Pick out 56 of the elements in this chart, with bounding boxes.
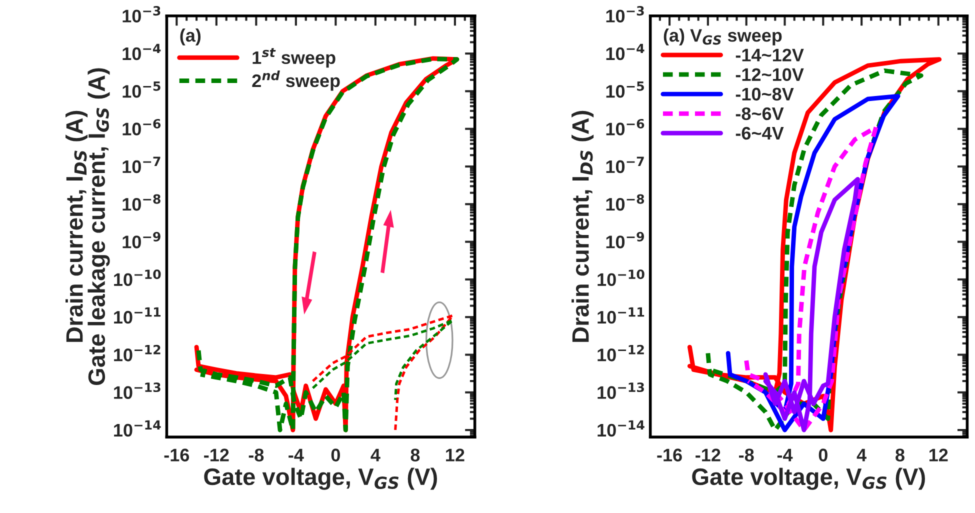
y-tick-label: 10$^{−5}$	[606, 81, 644, 98]
y-tick-label: 10$^{−6}$	[606, 118, 644, 136]
y-tick-label: 10$^{−14}$	[598, 420, 644, 437]
x-tick-label: -16	[164, 448, 190, 462]
x-tick-label: -12	[696, 448, 720, 462]
y-tick-label: 10$^{−9}$	[122, 232, 160, 248]
line-series	[312, 318, 454, 402]
y-tick-label: 10$^{−7}$	[122, 156, 160, 174]
legend-label: -6~4V	[736, 126, 784, 140]
legend-label: 2$^{nd}$ sweep	[252, 70, 340, 91]
x-tick-label: -4	[777, 448, 793, 462]
x-tick-label: 0	[818, 448, 828, 462]
y-tick-label: 10$^{−10}$	[598, 270, 644, 286]
y-tick-label: 10$^{−3}$	[122, 6, 160, 22]
legend-label: -14~12V	[736, 48, 804, 62]
y-axis-title: Drain current, I$_{DS}$ (A)	[572, 110, 594, 342]
y-tick-label: 10$^{−11}$	[114, 307, 160, 324]
x-tick-label: 4	[370, 448, 380, 462]
y-tick-label: 10$^{−12}$	[114, 344, 160, 362]
line-series	[763, 176, 860, 432]
y-tick-label: 10$^{−3}$	[606, 6, 644, 22]
y-tick-label: 10$^{−14}$	[114, 420, 161, 437]
y-tick-label: 10$^{−5}$	[122, 81, 160, 98]
x-tick-label: 8	[410, 448, 420, 462]
legend-title: (a) V$_{GS}$ sweep	[664, 28, 782, 46]
y-tick-label: 10$^{−10}$	[114, 270, 161, 286]
y-tick-label: 10$^{−13}$	[598, 382, 644, 399]
x-tick-label: 12	[446, 448, 464, 462]
x-tick-label: 4	[856, 448, 866, 462]
y-tick-label: 10$^{−6}$	[122, 118, 161, 136]
x-tick-label: 12	[929, 448, 948, 462]
x-tick-label: 8	[896, 448, 904, 462]
x-tick-label: -12	[204, 448, 229, 462]
x-tick-label: -16	[657, 448, 682, 462]
line-series	[706, 68, 924, 432]
x-tick-label: -4	[288, 448, 304, 462]
y-tick-label: 10$^{−4}$	[606, 44, 644, 60]
x-tick-label: -8	[739, 448, 754, 462]
legend-label: 1$^{st}$ sweep	[252, 48, 336, 68]
y-tick-label: 10$^{−7}$	[606, 156, 644, 174]
x-tick-label: -8	[248, 448, 264, 462]
y-tick-label: 10$^{−11}$	[598, 307, 644, 324]
y-tick-label: 10$^{−13}$	[114, 382, 160, 399]
legend-label: -8~6V	[736, 107, 784, 120]
x-axis-title: Gate voltage, V$_{GS}$ (V)	[692, 468, 925, 490]
x-tick-label: 0	[331, 448, 340, 462]
y-tick-label: 10$^{−8}$	[606, 194, 644, 211]
y-tick-label: 10$^{−12}$	[598, 344, 644, 362]
y-axis-title: Drain current, I$_{DS}$ (A) Gate leakage current, I$_{GS}$ (A)	[66, 68, 110, 386]
y-tick-label: 10$^{−4}$	[122, 44, 161, 60]
y-tick-label: 10$^{−8}$	[122, 194, 160, 211]
x-axis-title: Gate voltage, V$_{GS}$ (V)	[204, 468, 437, 490]
legend-label: -12~10V	[736, 68, 804, 82]
legend-label: -10~8V	[736, 88, 794, 101]
y-tick-label: 10$^{−9}$	[606, 232, 644, 248]
legend-title: (a)	[180, 28, 201, 46]
